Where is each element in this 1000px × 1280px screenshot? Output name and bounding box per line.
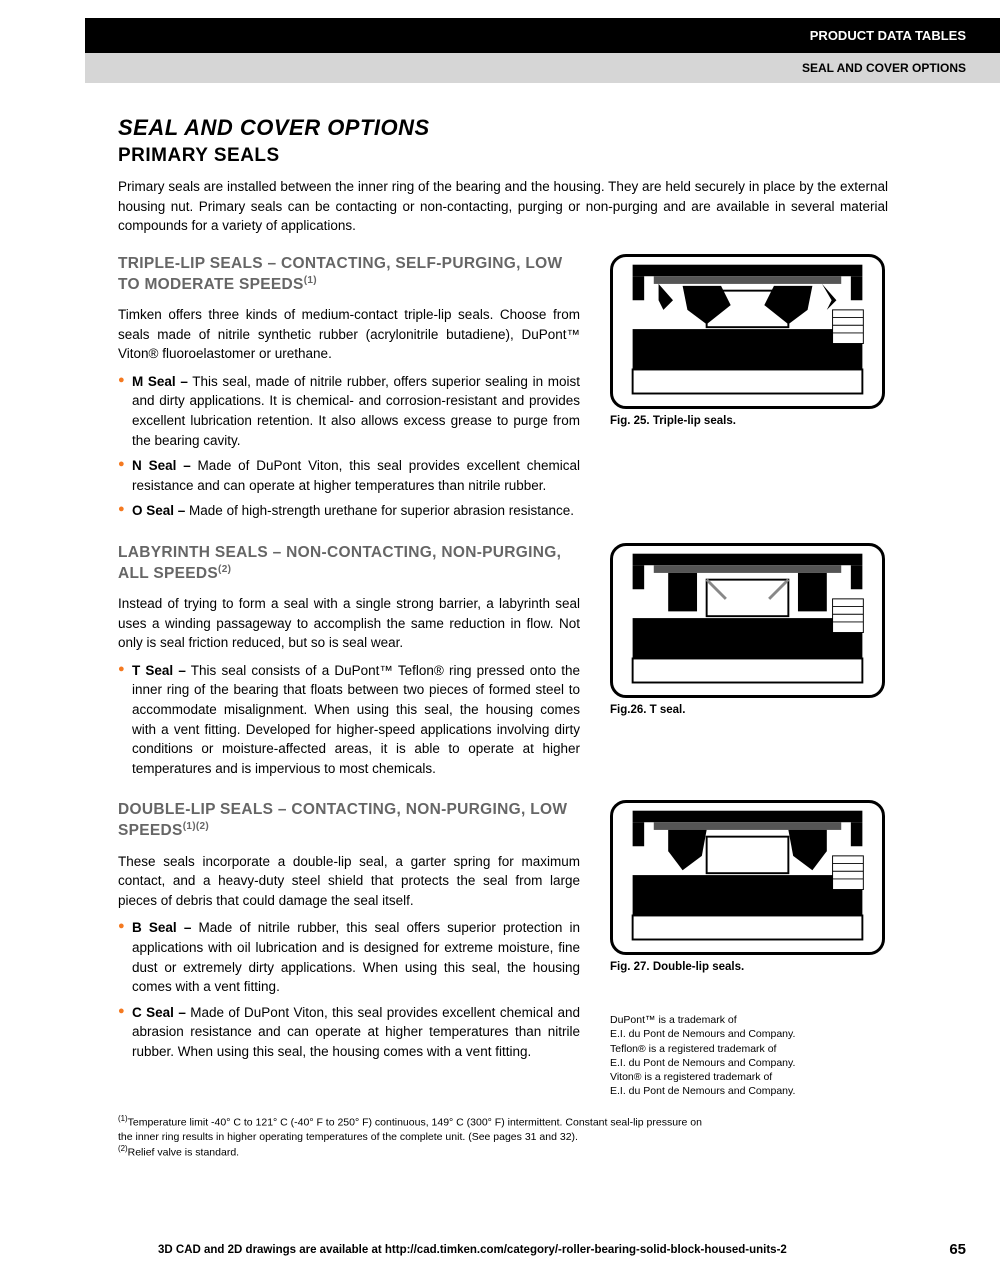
figure-26 [610, 543, 885, 698]
section-heading: LABYRINTH SEALS – NON-CONTACTING, NON-PU… [118, 543, 580, 584]
figure-caption: Fig.26. T seal. [610, 704, 885, 716]
section-heading: DOUBLE-LIP SEALS – CONTACTING, NON-PURGI… [118, 800, 580, 841]
section-double-lip: DOUBLE-LIP SEALS – CONTACTING, NON-PURGI… [118, 800, 966, 1098]
seal-diagram-icon [613, 803, 882, 952]
list-item: B Seal – Made of nitrile rubber, this se… [132, 918, 580, 996]
seal-list: T Seal – This seal consists of a DuPont™… [118, 661, 580, 778]
section-labyrinth: LABYRINTH SEALS – NON-CONTACTING, NON-PU… [118, 543, 966, 785]
page-number: 65 [949, 1241, 966, 1258]
seal-list: B Seal – Made of nitrile rubber, this se… [118, 918, 580, 1061]
list-item: M Seal – This seal, made of nitrile rubb… [132, 372, 580, 450]
figure-25 [610, 254, 885, 409]
section-body: Timken offers three kinds of medium-cont… [118, 305, 580, 364]
footer-text: 3D CAD and 2D drawings are available at … [158, 1244, 787, 1256]
header-gray-bar: SEAL AND COVER OPTIONS [85, 53, 1000, 83]
list-item: O Seal – Made of high-strength urethane … [132, 501, 580, 521]
list-item: C Seal – Made of DuPont Viton, this seal… [132, 1003, 580, 1062]
footnotes: (1)Temperature limit -40° C to 121° C (-… [118, 1114, 708, 1160]
intro-paragraph: Primary seals are installed between the … [118, 177, 888, 236]
page-footer: 3D CAD and 2D drawings are available at … [118, 1241, 966, 1258]
header-black-bar: PRODUCT DATA TABLES [85, 18, 1000, 53]
figure-caption: Fig. 25. Triple-lip seals. [610, 415, 885, 427]
trademark-notice: DuPont™ is a trademark of E.I. du Pont d… [610, 1013, 885, 1098]
page-content: SEAL AND COVER OPTIONS PRIMARY SEALS Pri… [118, 115, 966, 1160]
section-triple-lip: TRIPLE-LIP SEALS – CONTACTING, SELF-PURG… [118, 254, 966, 527]
list-item: T Seal – This seal consists of a DuPont™… [132, 661, 580, 778]
section-body: These seals incorporate a double-lip sea… [118, 852, 580, 911]
seal-diagram-icon [613, 257, 882, 406]
main-title: SEAL AND COVER OPTIONS [118, 115, 966, 141]
seal-diagram-icon [613, 546, 882, 695]
sub-title: PRIMARY SEALS [118, 145, 966, 167]
seal-list: M Seal – This seal, made of nitrile rubb… [118, 372, 580, 521]
list-item: N Seal – Made of DuPont Viton, this seal… [132, 456, 580, 495]
section-heading: TRIPLE-LIP SEALS – CONTACTING, SELF-PURG… [118, 254, 580, 295]
figure-caption: Fig. 27. Double-lip seals. [610, 961, 885, 973]
figure-27 [610, 800, 885, 955]
section-body: Instead of trying to form a seal with a … [118, 594, 580, 653]
